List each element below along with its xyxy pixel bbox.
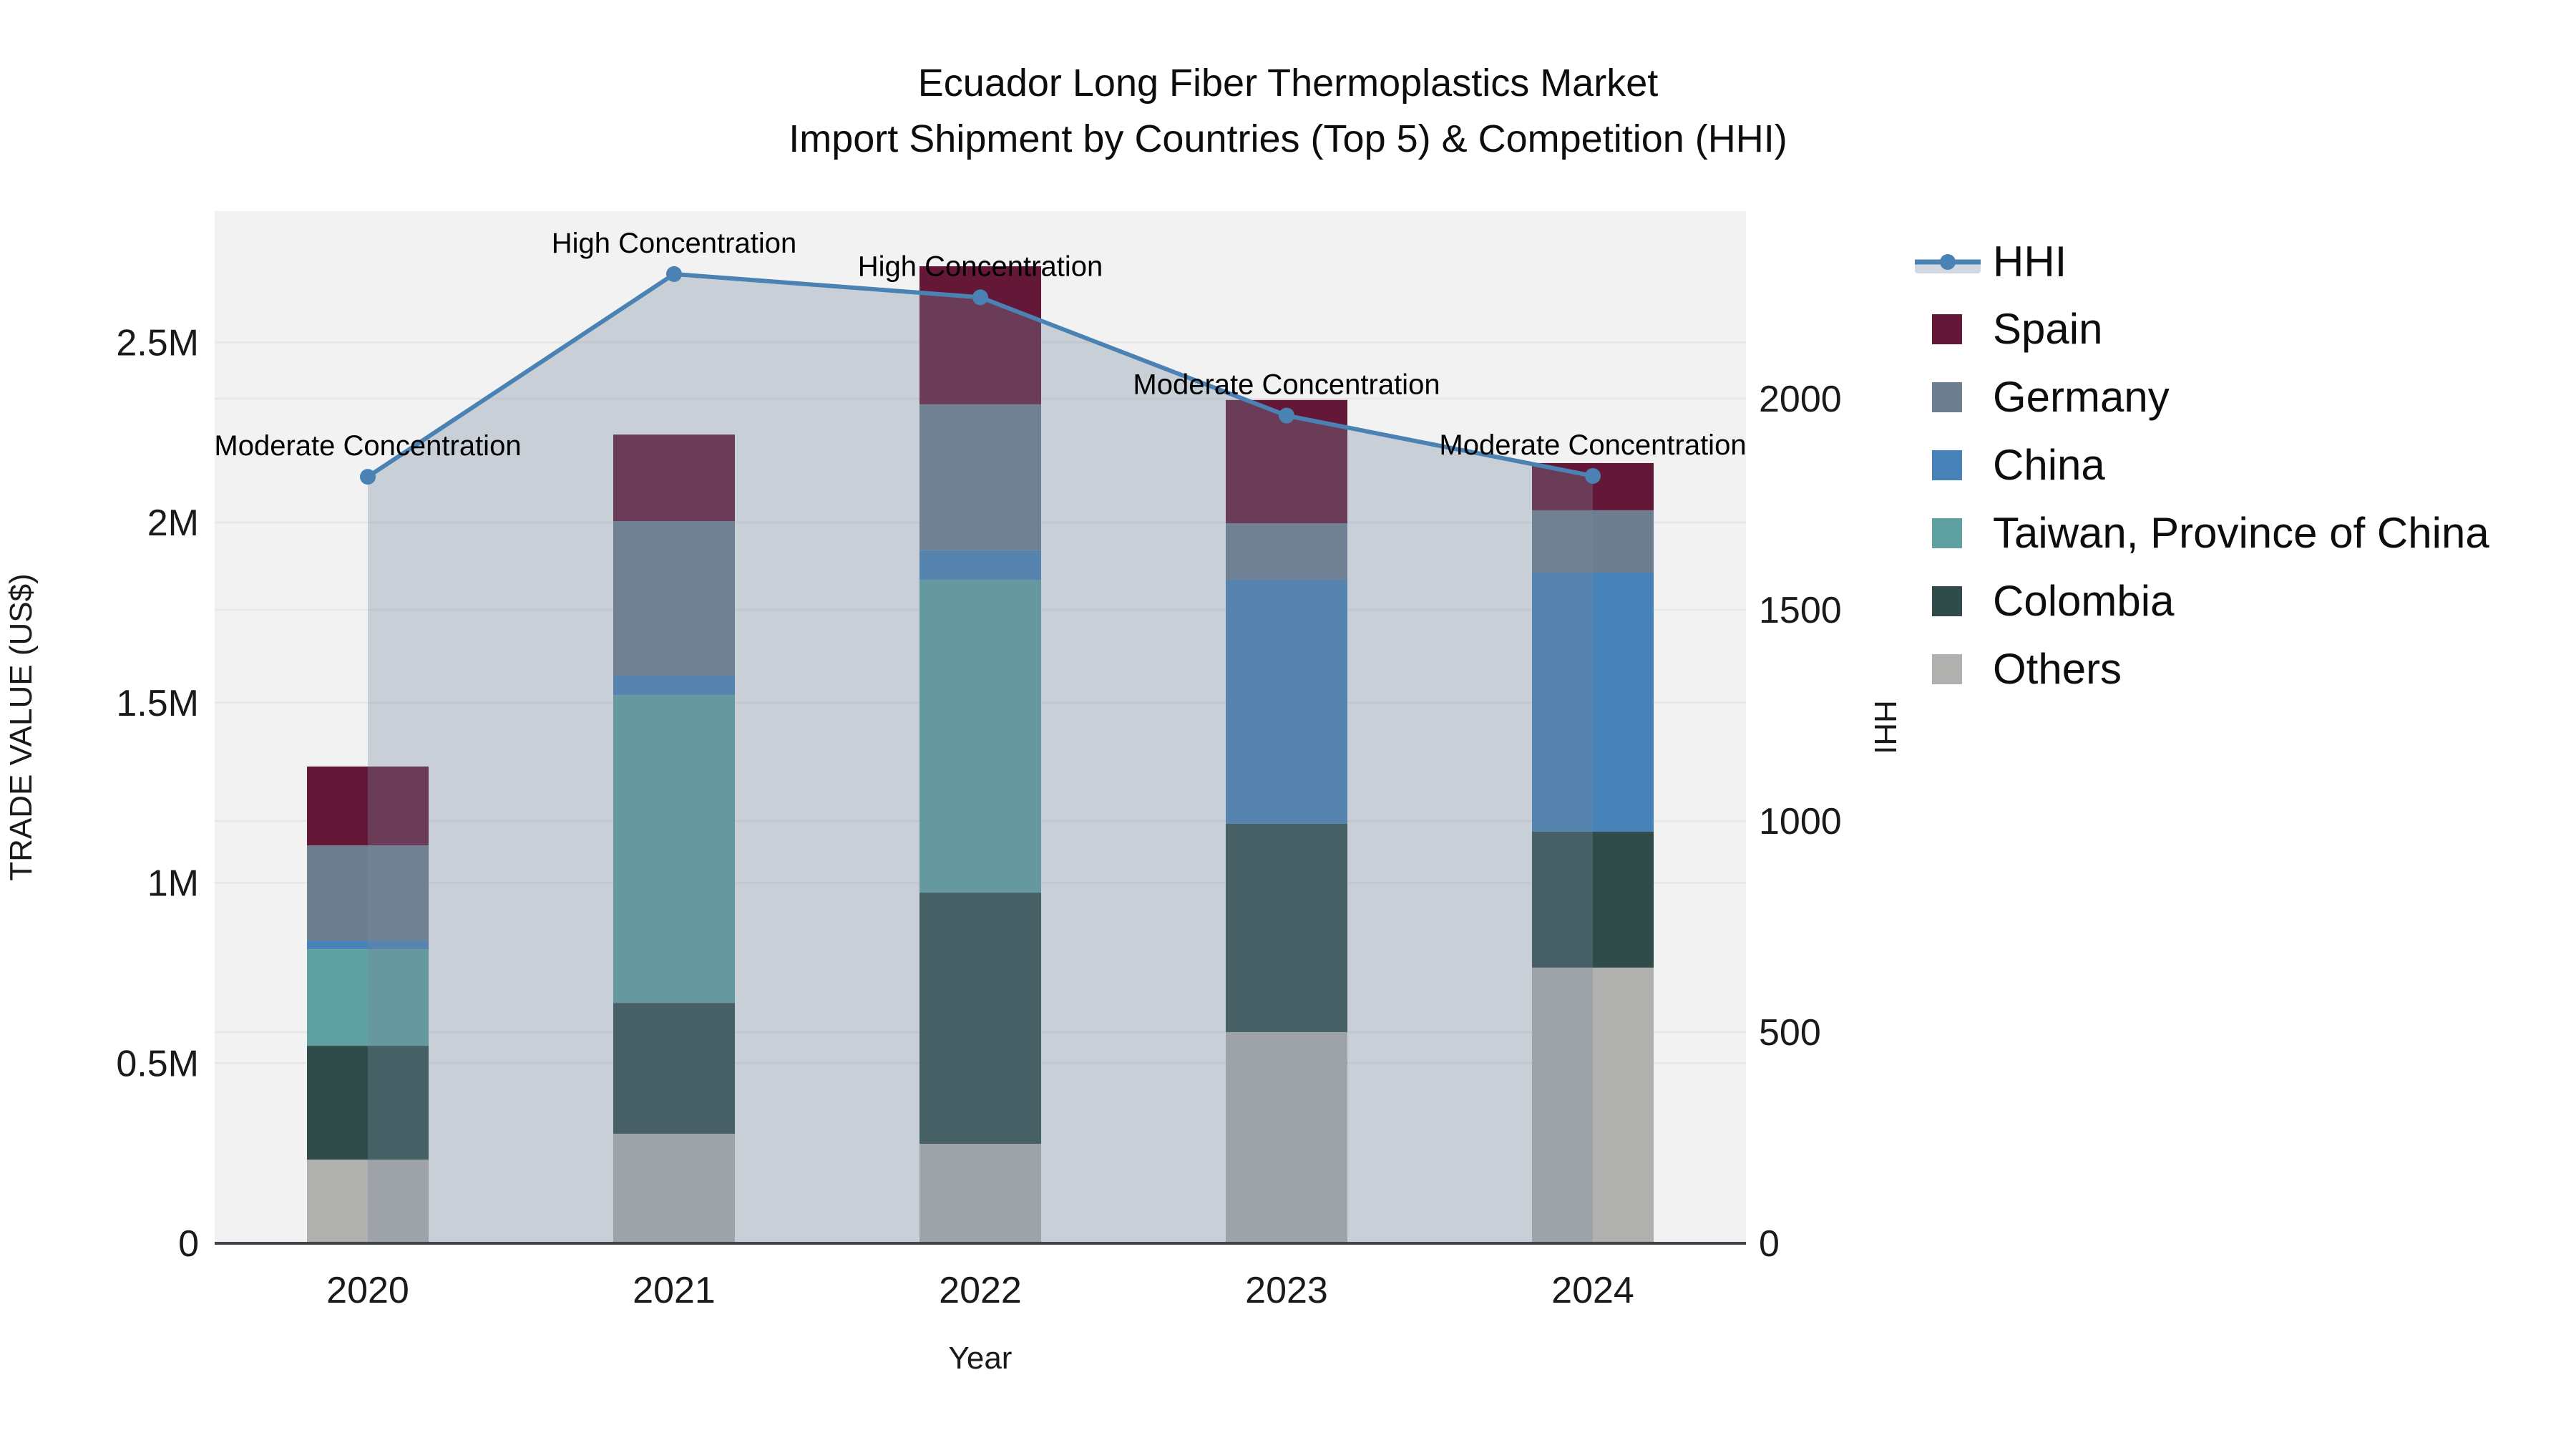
bar-segment-2022-germany[interactable] [919, 404, 1041, 550]
bar-segment-2022-china[interactable] [919, 550, 1041, 580]
legend-item-colombia[interactable]: Colombia [1932, 577, 2175, 625]
chart-title-line2: Import Shipment by Countries (Top 5) & C… [789, 117, 1787, 160]
legend-swatch-colombia [1932, 586, 1962, 616]
annotations: Moderate Concentration High Concentration… [214, 228, 1746, 462]
x-tick-2022: 2022 [939, 1270, 1022, 1311]
y-left-tick-1.5M: 1.5M [116, 683, 199, 724]
hhi-area-fill [368, 273, 1593, 1243]
hhi-marker-2022[interactable] [972, 289, 988, 306]
hhi-marker-2020[interactable] [360, 469, 376, 485]
annotation-2021: High Concentration [552, 228, 796, 259]
y-right-tick-1000: 1000 [1759, 801, 1842, 842]
y-left-tick-0: 0 [178, 1223, 199, 1265]
bar-segment-2022-colombia[interactable] [919, 893, 1041, 1145]
bar-segment-2022-others[interactable] [919, 1144, 1041, 1243]
x-tick-2023: 2023 [1245, 1270, 1328, 1311]
legend-item-spain[interactable]: Spain [1932, 305, 2102, 353]
legend-label-others: Others [1993, 645, 2122, 693]
y-left-tick-1M: 1M [147, 863, 199, 905]
tick-labels: 0 0.5M 1M 1.5M 2M 2.5M 0 500 1000 1500 2000 2020 202… [116, 322, 1841, 1311]
y-left-axis-title: TRADE VALUE (US$) [4, 573, 39, 881]
hhi-area-fill-polygon [368, 273, 1593, 1243]
stacked-bars [307, 266, 1654, 1243]
x-tick-2020: 2020 [326, 1270, 409, 1311]
legend-swatch-germany [1932, 382, 1962, 412]
bar-segment-2022-taiwan-province-of-china[interactable] [919, 580, 1041, 893]
annotation-2020: Moderate Concentration [214, 430, 521, 462]
hhi-marker-2023[interactable] [1279, 407, 1294, 424]
y-right-tick-2000: 2000 [1759, 379, 1842, 420]
legend-item-taiwan-province-of-china[interactable]: Taiwan, Province of China [1932, 509, 2489, 557]
legend-swatch-taiwan-province-of-china [1932, 518, 1962, 548]
legend-label-germany: Germany [1993, 373, 2170, 421]
legend-label-spain: Spain [1993, 305, 2102, 353]
legend-swatch-spain [1932, 314, 1962, 344]
bar-segment-2024-germany[interactable] [1532, 510, 1654, 573]
bar-segment-2023-china[interactable] [1226, 579, 1347, 824]
legend-item-others[interactable]: Others [1932, 645, 2122, 693]
legend-label-taiwan-province-of-china: Taiwan, Province of China [1993, 509, 2489, 557]
y-left-tick-2M: 2M [147, 502, 199, 544]
y-right-tick-1500: 1500 [1759, 590, 1842, 631]
bar-segment-2024-others[interactable] [1532, 967, 1654, 1243]
legend-item-china[interactable]: China [1932, 441, 2105, 489]
y-right-tick-0: 0 [1759, 1223, 1780, 1265]
annotation-2024: Moderate Concentration [1439, 429, 1746, 461]
bar-segment-2024-colombia[interactable] [1532, 832, 1654, 968]
bar-segment-2020-colombia[interactable] [307, 1046, 429, 1160]
bar-segment-2021-china[interactable] [613, 676, 735, 696]
bar-segment-2021-others[interactable] [613, 1133, 735, 1243]
bar-segment-2021-spain[interactable] [613, 434, 735, 522]
legend-label-hhi: HHI [1993, 238, 2067, 286]
bar-segment-2021-colombia[interactable] [613, 1003, 735, 1134]
bar-segment-2022-spain[interactable] [919, 266, 1041, 404]
legend-swatch-china [1932, 450, 1962, 480]
legend-swatch-others [1932, 654, 1962, 684]
bar-segment-2020-others[interactable] [307, 1160, 429, 1243]
bar-segment-2023-germany[interactable] [1226, 523, 1347, 580]
hhi-marker-2021[interactable] [666, 266, 682, 282]
bar-segment-2021-taiwan-province-of-china[interactable] [613, 695, 735, 1004]
x-tick-2021: 2021 [633, 1270, 716, 1311]
legend-label-china: China [1993, 441, 2105, 489]
bar-segment-2020-china[interactable] [307, 941, 429, 950]
chart-title-line1: Ecuador Long Fiber Thermoplastics Market [918, 62, 1658, 105]
y-right-tick-500: 500 [1759, 1012, 1821, 1054]
hhi-marker-2024[interactable] [1585, 467, 1601, 484]
y-right-axis-title: HHI [1868, 700, 1903, 754]
bar-segment-2023-colombia[interactable] [1226, 823, 1347, 1032]
bar-segment-2020-germany[interactable] [307, 845, 429, 941]
bar-segment-2024-china[interactable] [1532, 573, 1654, 832]
bar-segment-2023-others[interactable] [1226, 1031, 1347, 1243]
annotation-2023: Moderate Concentration [1133, 369, 1440, 401]
legend-item-hhi[interactable]: HHI [1915, 238, 2067, 286]
hhi-line-layer [360, 266, 1601, 485]
y-left-tick-0.5M: 0.5M [116, 1043, 199, 1084]
legend-item-germany[interactable]: Germany [1932, 373, 2170, 421]
y-left-tick-2.5M: 2.5M [116, 322, 199, 364]
bar-segment-2021-germany[interactable] [613, 521, 735, 676]
x-tick-2024: 2024 [1551, 1270, 1634, 1311]
legend-hhi-marker-sample [1940, 254, 1956, 270]
annotation-2022: High Concentration [858, 251, 1103, 282]
bar-segment-2020-spain[interactable] [307, 766, 429, 846]
bar-segment-2020-taiwan-province-of-china[interactable] [307, 949, 429, 1046]
legend: HHI Spain Germany China Taiwan, Province of … [1915, 238, 2489, 693]
x-axis-title: Year [949, 1341, 1013, 1376]
legend-label-colombia: Colombia [1993, 577, 2175, 625]
